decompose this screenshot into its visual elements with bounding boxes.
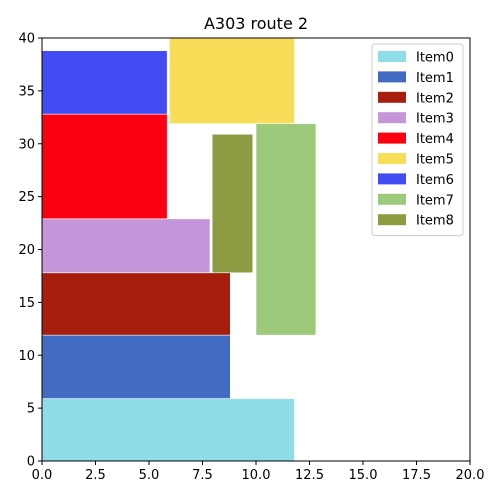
- bar-item7: [255, 123, 317, 336]
- legend-label-item2: Item2: [416, 91, 454, 106]
- bar-item8: [211, 133, 254, 274]
- legend-swatch-item7: [378, 193, 406, 205]
- legend-swatch-item1: [378, 71, 406, 83]
- legend-label-item5: Item5: [416, 153, 454, 168]
- x-tick-label: 10.0: [242, 468, 271, 483]
- y-tick-label: 20: [18, 243, 35, 258]
- y-tick-label: 40: [18, 32, 35, 47]
- x-tick-label: 15.0: [349, 468, 378, 483]
- y-tick-label: 5: [27, 402, 35, 417]
- x-tick-label: 17.5: [402, 468, 431, 483]
- legend-label-item3: Item3: [416, 112, 454, 127]
- bar-item4: [41, 113, 168, 220]
- legend-label-item4: Item4: [416, 132, 454, 147]
- legend-swatch-item0: [378, 51, 406, 62]
- y-tick-label: 15: [18, 296, 35, 311]
- y-axis: 0 5 10 15 20 25 30 35 40: [18, 32, 42, 470]
- legend-label-item8: Item8: [416, 214, 454, 229]
- x-tick-label: 20.0: [456, 468, 485, 483]
- legend-swatch-item8: [378, 214, 406, 226]
- y-tick-label: 10: [18, 349, 35, 364]
- y-tick-label: 30: [18, 137, 35, 152]
- legend-label-item7: Item7: [416, 193, 454, 208]
- x-axis: 0.0 2.5 5.0 7.5 10.0 12.5 15.0 17.5 20.0: [32, 461, 485, 483]
- legend-swatch-item2: [378, 91, 406, 103]
- legend-swatch-item4: [378, 132, 406, 144]
- legend-swatch-item6: [378, 173, 406, 185]
- x-tick-label: 0.0: [32, 468, 53, 483]
- legend-label-item6: Item6: [416, 173, 454, 188]
- legend: Item0 Item1 Item2 Item3 Item4 Item5 Item6 Item7…: [371, 43, 464, 237]
- bar-item1: [41, 334, 231, 399]
- bar-item3: [41, 218, 211, 274]
- legend-swatch-item3: [378, 112, 406, 124]
- x-tick-label: 12.5: [295, 468, 324, 483]
- bar-item2: [41, 272, 231, 336]
- bars-group: [41, 37, 317, 462]
- bar-item5: [169, 37, 295, 124]
- x-tick-label: 7.5: [192, 468, 213, 483]
- bar-item0: [41, 398, 295, 462]
- y-tick-label: 35: [18, 84, 35, 99]
- x-tick-label: 5.0: [139, 468, 160, 483]
- y-tick-label: 0: [27, 455, 35, 470]
- bar-item6: [41, 50, 168, 115]
- y-tick-label: 25: [18, 190, 35, 205]
- chart-title: A303 route 2: [204, 14, 308, 33]
- legend-label-item1: Item1: [416, 71, 454, 86]
- x-tick-label: 2.5: [85, 468, 106, 483]
- legend-label-item0: Item0: [416, 51, 454, 66]
- legend-swatch-item5: [378, 153, 406, 164]
